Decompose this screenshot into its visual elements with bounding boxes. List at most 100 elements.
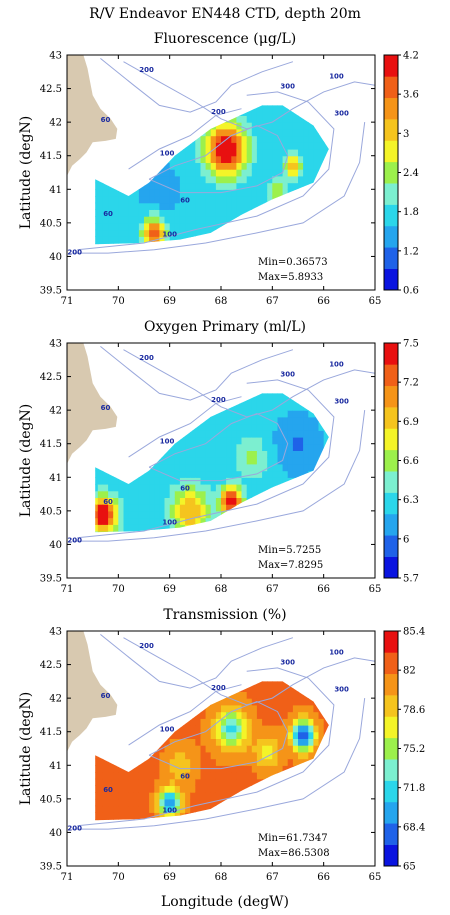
colorbar-tick-label: 6.6 (403, 456, 419, 467)
y-tick-label: 42.5 (40, 660, 62, 671)
y-tick-label: 43 (49, 627, 62, 638)
isobath-depth-label: 100 (162, 230, 177, 238)
isobath-depth-label: 100 (329, 361, 344, 369)
x-tick-label: 70 (112, 872, 125, 883)
colorbar-tick-label: 78.6 (403, 705, 425, 716)
panel-title-oxygen: Oxygen Primary (ml/L) (144, 319, 306, 335)
isobath-depth-label: 60 (101, 404, 111, 412)
x-tick-label: 65 (369, 584, 382, 595)
contour-field (95, 393, 329, 533)
isobath-depth-label: 100 (329, 649, 344, 657)
isobath-depth-label: 100 (160, 726, 175, 734)
isobath-depth-label: 200 (67, 536, 82, 544)
isobath-depth-label: 60 (103, 786, 113, 794)
x-tick-label: 71 (61, 584, 74, 595)
isobath-depth-label: 100 (160, 150, 175, 158)
y-axis-label: Latitude (degN) (18, 404, 34, 517)
isobath-line (77, 379, 335, 539)
colorbar-segment (384, 407, 398, 429)
colorbar-tick-label: 75.2 (403, 744, 425, 755)
contour-field (95, 681, 329, 821)
y-tick-label: 42.5 (40, 372, 62, 383)
colorbar-segment (384, 535, 398, 557)
colorbar-segment (384, 823, 398, 845)
isobath-line (100, 58, 294, 113)
x-tick-label: 68 (215, 296, 228, 307)
x-tick-label: 68 (215, 872, 228, 883)
isobath-line (100, 346, 294, 401)
y-tick-label: 43 (49, 339, 62, 350)
colorbar-segment (384, 556, 398, 579)
colorbar-tick-label: 3 (403, 129, 409, 140)
y-tick-label: 40.5 (40, 218, 62, 229)
x-tick-label: 67 (266, 584, 279, 595)
colorbar-segment (384, 449, 398, 472)
y-tick-label: 41.5 (40, 727, 62, 738)
colorbar-tick-label: 4.2 (403, 51, 419, 62)
isobath-depth-label: 60 (101, 692, 111, 700)
colorbar-segment (384, 55, 398, 77)
colorbar-segment (384, 695, 398, 717)
contour-field (95, 105, 329, 245)
x-tick-label: 67 (266, 872, 279, 883)
colorbar-segment (384, 673, 398, 696)
colorbar-tick-label: 65 (403, 862, 416, 873)
colorbar-tick-label: 1.8 (403, 207, 419, 218)
page-title: R/V Endeavor EN448 CTD, depth 20m (89, 6, 361, 22)
land-mass (67, 55, 118, 176)
y-axis-label: Latitude (degN) (18, 116, 34, 229)
isobath-depth-label: 300 (280, 83, 295, 91)
colorbar-segment (384, 844, 398, 867)
x-tick-label: 67 (266, 296, 279, 307)
isobath-depth-label: 60 (103, 210, 113, 218)
colorbar-segment (384, 801, 398, 824)
colorbar: 0.6 1.2 1.8 2.4 3 3.6 4.2 (383, 51, 419, 297)
colorbar-segment (384, 119, 398, 141)
isobath-depth-label: 200 (211, 108, 226, 116)
isobath-depth-label: 200 (211, 396, 226, 404)
colorbar-tick-label: 82 (403, 666, 416, 677)
colorbar-tick-label: 7.2 (403, 378, 419, 389)
colorbar-segment (384, 716, 398, 739)
y-tick-label: 41.5 (40, 439, 62, 450)
colorbar-tick-label: 7.5 (403, 339, 419, 350)
isobath-depth-label: 200 (139, 642, 154, 650)
colorbar-segment (384, 204, 398, 227)
x-tick-label: 69 (163, 296, 176, 307)
y-tick-label: 40.5 (40, 794, 62, 805)
y-axis-label: Latitude (degN) (18, 692, 34, 805)
isobath-line (128, 684, 242, 746)
colorbar-segment (384, 385, 398, 408)
isobath-depth-label: 200 (139, 354, 154, 362)
isobath-line (100, 634, 294, 689)
x-tick-label: 66 (317, 296, 330, 307)
colorbar-segment (384, 268, 398, 291)
isobath-depth-label: 100 (162, 806, 177, 814)
y-tick-label: 41 (49, 185, 62, 196)
y-tick-label: 42 (49, 694, 62, 705)
x-tick-label: 70 (112, 296, 125, 307)
isobath-depth-label: 60 (180, 197, 190, 205)
isobath-depth-label: 100 (329, 73, 344, 81)
land-mass (67, 343, 118, 464)
y-tick-label: 39.5 (40, 862, 62, 873)
colorbar-tick-label: 6.9 (403, 417, 419, 428)
land-mass (67, 631, 118, 752)
max-value-annotation: Max=7.8295 (258, 560, 323, 571)
isobath-depth-label: 300 (280, 659, 295, 667)
plot-area: 200 60 100 200 300 100 300 60 200 60 100 (67, 55, 375, 256)
isobath-line (123, 637, 375, 706)
isobath-depth-label: 60 (103, 498, 113, 506)
y-tick-label: 42 (49, 118, 62, 129)
x-tick-label: 71 (61, 296, 74, 307)
x-axis-label: Longitude (degW) (160, 894, 290, 910)
colorbar-segment (384, 225, 398, 248)
colorbar-segment (384, 140, 398, 163)
y-tick-label: 41 (49, 473, 62, 484)
colorbar-segment (384, 737, 398, 760)
isobath-depth-label: 100 (160, 438, 175, 446)
colorbar: 5.7 6 6.3 6.6 6.9 7.2 7.5 (383, 339, 419, 585)
isobath-line (148, 412, 289, 482)
